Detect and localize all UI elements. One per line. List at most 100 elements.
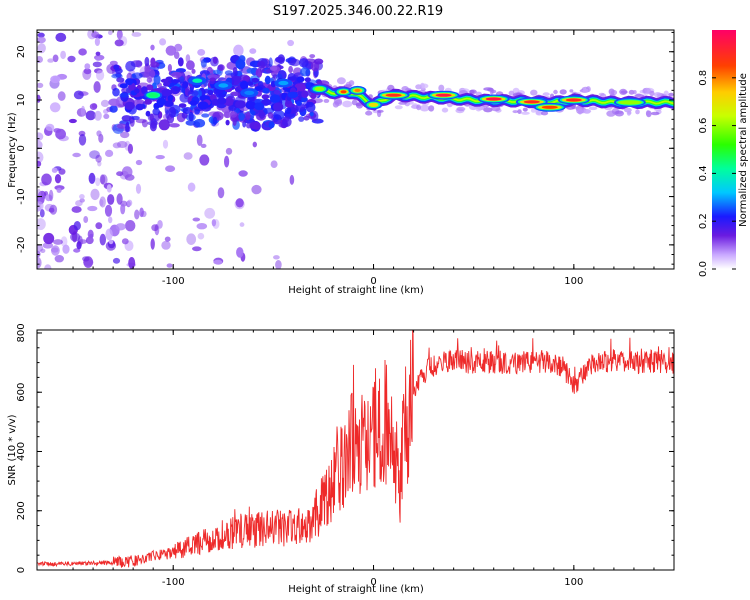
heatmap-cell [522, 107, 528, 112]
heatmap-peak [541, 105, 558, 109]
heatmap-cell [273, 109, 285, 120]
heatmap-cell [254, 102, 265, 111]
heatmap-cell [365, 110, 373, 116]
heatmap-cell [157, 220, 163, 229]
heatmap-peak [218, 83, 229, 88]
heatmap-cell [104, 204, 113, 217]
heatmap-cell [149, 121, 157, 132]
heatmap-cell [186, 233, 197, 245]
heatmap-cell [224, 70, 233, 76]
heatmap-cell [313, 58, 324, 65]
heatmap-cell [483, 107, 493, 113]
heatmap-cell [165, 45, 177, 56]
snr-series-line [37, 330, 674, 568]
y-tick-label: 0 [16, 145, 27, 151]
heatmap-cell [107, 194, 115, 205]
heatmap-cell [43, 232, 55, 245]
heatmap-cell [127, 143, 133, 154]
heatmap-cell [95, 154, 102, 163]
heatmap-peak [340, 90, 347, 94]
heatmap-cell [100, 99, 110, 107]
heatmap-cell [44, 264, 52, 269]
heatmap-cell [187, 182, 196, 192]
heatmap-cell [441, 107, 449, 113]
heatmap-cell [204, 88, 209, 94]
heatmap-cell [282, 116, 292, 127]
heatmap-cell [163, 81, 170, 87]
heatmap-cell [207, 74, 219, 80]
heatmap-cell [217, 64, 224, 71]
heatmap-peak [354, 88, 361, 92]
heatmap-cell [233, 44, 244, 57]
heatmap-cell [469, 89, 477, 95]
heatmap-cell [178, 103, 187, 108]
heatmap-cell [67, 55, 76, 63]
heatmap-cell [128, 257, 136, 269]
chart-title: S197.2025.346.00.22.R19 [273, 4, 443, 19]
heatmap-cell [37, 43, 46, 54]
heatmap-cell [164, 100, 174, 107]
heatmap-cell [650, 111, 660, 116]
heatmap-cell [191, 68, 196, 74]
heatmap-cell [299, 67, 311, 77]
heatmap-cell [170, 71, 182, 78]
heatmap-cell [169, 123, 180, 128]
heatmap-cell [420, 83, 429, 89]
heatmap-cell [632, 90, 637, 95]
heatmap-cell [112, 257, 121, 264]
heatmap-cell [264, 75, 271, 85]
heatmap-cell [83, 68, 92, 75]
heatmap-cell [270, 160, 278, 168]
heatmap-cell [37, 160, 42, 167]
heatmap-cell [156, 97, 166, 106]
y-tick-label: 800 [16, 323, 27, 342]
y-tick-label: -20 [16, 237, 27, 253]
heatmap-cell [72, 231, 78, 243]
heatmap-cell [50, 75, 61, 84]
heatmap-cell [106, 184, 112, 193]
heatmap-cell [37, 94, 41, 103]
heatmap-cell [51, 245, 60, 256]
heatmap-cell [76, 241, 82, 250]
heatmap-cell [588, 106, 598, 111]
heatmap-cell [298, 58, 309, 68]
heatmap-cell [230, 91, 242, 97]
heatmap-cell [125, 220, 136, 232]
heatmap-cell [37, 132, 44, 141]
heatmap-cell [212, 116, 218, 125]
heatmap-cell [79, 194, 85, 200]
heatmap-cell [95, 51, 101, 56]
x-tick-label: 0 [370, 577, 376, 588]
heatmap-cell [217, 187, 225, 199]
heatmap-cell [150, 57, 156, 66]
heatmap-cell [109, 60, 118, 66]
heatmap-cell [60, 236, 68, 248]
heatmap-cell [153, 74, 161, 85]
heatmap-cell [233, 70, 239, 77]
heatmap-cell [517, 109, 522, 114]
heatmap-cell [553, 89, 558, 95]
heatmap-cell [125, 78, 134, 86]
heatmap-cell [268, 57, 273, 68]
colorbar: 0.0 0.2 0.4 0.6 0.8 Normalized spectral ampl… [698, 30, 749, 277]
heatmap-cell [626, 110, 632, 116]
heatmap-cell [642, 87, 652, 95]
heatmap-cell [343, 84, 353, 88]
heatmap-cell [200, 143, 207, 148]
heatmap-cell [116, 193, 123, 205]
x-tick-label: -100 [162, 577, 185, 588]
heatmap-cell [135, 103, 144, 111]
heatmap-cell [146, 84, 154, 91]
heatmap-cell [185, 54, 191, 63]
heatmap-cell [645, 110, 651, 117]
heatmap-cell [653, 92, 662, 98]
heatmap-cell [305, 102, 316, 113]
heatmap-cell [309, 111, 314, 117]
heatmap-cell [245, 111, 251, 121]
heatmap-cell [475, 91, 482, 96]
heatmap-cell [246, 67, 256, 74]
heatmap-cell [377, 109, 384, 113]
heatmap-cell [398, 101, 407, 105]
heatmap-cell [419, 104, 430, 112]
